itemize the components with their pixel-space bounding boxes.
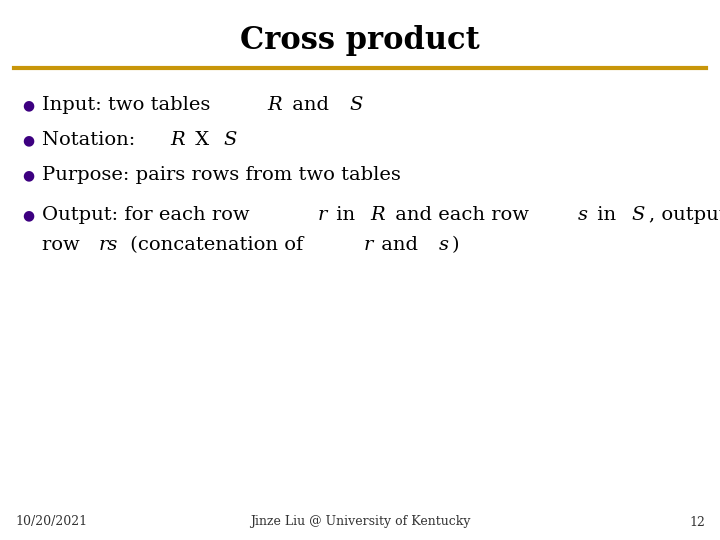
Text: R: R <box>371 206 385 224</box>
Text: Purpose: pairs rows from two tables: Purpose: pairs rows from two tables <box>42 166 401 184</box>
Text: ●: ● <box>22 208 34 222</box>
Text: r: r <box>318 206 328 224</box>
Text: , output a: , output a <box>649 206 720 224</box>
Text: X: X <box>189 131 215 149</box>
Text: ●: ● <box>22 168 34 182</box>
Text: 10/20/2021: 10/20/2021 <box>15 516 87 529</box>
Text: R: R <box>171 131 185 149</box>
Text: and each row: and each row <box>390 206 536 224</box>
Text: rs: rs <box>99 236 118 254</box>
Text: ●: ● <box>22 133 34 147</box>
Text: Input: two tables: Input: two tables <box>42 96 217 114</box>
Text: in: in <box>330 206 361 224</box>
Text: s: s <box>578 206 588 224</box>
Text: Notation:: Notation: <box>42 131 142 149</box>
Text: S: S <box>350 96 363 114</box>
Text: s: s <box>438 236 449 254</box>
Text: S: S <box>631 206 645 224</box>
Text: row: row <box>42 236 86 254</box>
Text: Jinze Liu @ University of Kentucky: Jinze Liu @ University of Kentucky <box>250 516 470 529</box>
Text: r: r <box>363 236 372 254</box>
Text: S: S <box>223 131 237 149</box>
Text: and: and <box>286 96 336 114</box>
Text: in: in <box>591 206 622 224</box>
Text: ●: ● <box>22 98 34 112</box>
Text: Cross product: Cross product <box>240 24 480 56</box>
Text: and: and <box>375 236 425 254</box>
Text: (concatenation of: (concatenation of <box>124 236 310 254</box>
Text: ): ) <box>451 236 459 254</box>
Text: R: R <box>267 96 282 114</box>
Text: Output: for each row: Output: for each row <box>42 206 256 224</box>
Text: 12: 12 <box>689 516 705 529</box>
